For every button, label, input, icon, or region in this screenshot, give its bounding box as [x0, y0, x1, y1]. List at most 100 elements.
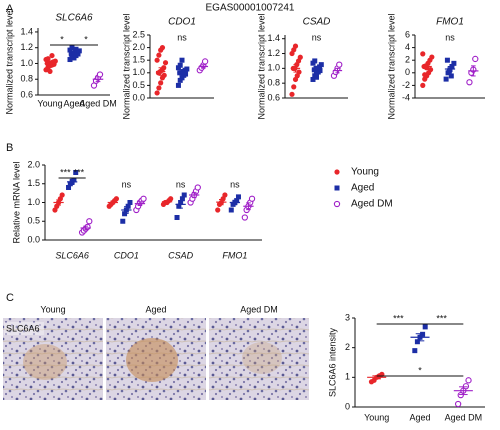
data-point: [161, 65, 167, 71]
y-axis-label: Normalized transcript level: [386, 13, 396, 119]
data-point: [177, 62, 183, 68]
y-tick-label: 1.0: [267, 63, 280, 73]
significance-label: ns: [176, 179, 186, 189]
y-axis-label: Normalized transcript level: [256, 13, 266, 119]
y-tick-label: 0.0: [132, 92, 145, 102]
data-point: [71, 177, 77, 183]
y-tick-label: 2.0: [132, 42, 145, 52]
data-point: [420, 331, 426, 337]
data-point: [179, 196, 185, 202]
significance-label: ***: [436, 313, 447, 323]
y-tick-label: 0.6: [20, 89, 33, 99]
islet: [126, 338, 178, 382]
data-point: [472, 55, 479, 63]
data-point: [175, 82, 181, 88]
legend-label: Aged: [351, 183, 374, 194]
y-axis-label: Normalized transcript level: [121, 13, 131, 119]
histology-images: SLC6A6 Young Aged Aged DM: [3, 304, 309, 400]
data-point: [291, 84, 297, 90]
y-tick-label: 1.2: [20, 42, 33, 52]
data-point: [86, 218, 93, 225]
panel-label: C: [6, 292, 14, 304]
y-tick-label: 2.5: [132, 29, 145, 39]
x-tick-label: Young: [37, 98, 62, 108]
data-point: [312, 58, 318, 64]
data-point: [292, 43, 299, 49]
y-tick-label: 1.5: [27, 178, 40, 188]
data-point: [183, 71, 189, 77]
data-point: [318, 62, 324, 68]
data-point: [446, 68, 452, 74]
y-tick-label: 1: [345, 372, 350, 382]
dataset-id: EGAS00001007241: [206, 3, 295, 14]
data-point: [465, 377, 472, 384]
y-tick-label: 1.0: [132, 67, 145, 77]
data-point: [412, 348, 418, 354]
y-tick-label: 3: [345, 312, 350, 322]
y-tick-label: 1.4: [20, 26, 33, 36]
data-point: [201, 58, 209, 65]
significance-label: *: [418, 365, 422, 375]
legend-marker: [334, 185, 340, 191]
data-point: [181, 192, 187, 198]
data-point: [451, 60, 457, 66]
data-point: [52, 58, 58, 64]
chart-title: FMO1: [436, 17, 464, 28]
data-point: [228, 207, 234, 213]
image-label: Aged: [145, 304, 166, 314]
data-point: [444, 57, 450, 63]
stain-label: SLC6A6: [6, 323, 40, 333]
data-point: [443, 76, 449, 82]
data-point: [73, 46, 79, 52]
data-point: [215, 207, 221, 213]
data-point: [174, 215, 180, 220]
data-point: [140, 195, 147, 202]
legend-marker: [333, 200, 341, 208]
chart-title: CSAD: [303, 17, 331, 28]
data-point: [176, 203, 182, 209]
y-tick-label: -4: [402, 92, 410, 102]
data-point: [168, 196, 174, 202]
x-tick-label: Young: [364, 412, 389, 422]
data-point: [235, 194, 241, 200]
data-point: [422, 324, 428, 330]
data-point: [49, 52, 55, 59]
histology-image: [209, 318, 309, 400]
image-label: Aged DM: [240, 304, 278, 314]
y-tick-label: 1.4: [267, 33, 280, 43]
data-point: [289, 91, 295, 97]
y-tick-label: -2: [402, 80, 410, 90]
data-point: [161, 72, 167, 78]
legend-marker: [334, 169, 340, 175]
data-point: [466, 79, 473, 86]
x-tick-label: Aged: [63, 98, 84, 108]
data-point: [69, 45, 75, 51]
data-point: [162, 60, 169, 66]
data-point: [429, 54, 435, 60]
y-tick-label: 0.0: [27, 234, 40, 244]
data-point: [179, 75, 185, 81]
significance-label: *: [60, 34, 64, 44]
significance-label: ***: [60, 167, 71, 177]
y-tick-label: 0.6: [267, 92, 280, 102]
data-point: [156, 85, 162, 91]
data-point: [154, 57, 160, 63]
data-point: [96, 71, 104, 78]
islet: [23, 344, 67, 380]
significance-label: ns: [122, 179, 132, 189]
data-point: [420, 51, 426, 57]
panel-label: B: [6, 142, 13, 154]
y-tick-label: 0.5: [132, 80, 145, 90]
data-point: [448, 73, 454, 79]
significance-label: ns: [445, 32, 455, 42]
chart: 0.6 0.8 1.0 1.2 1.4 SLC6A6 Normalized transcri…: [4, 8, 116, 114]
data-point: [457, 391, 464, 399]
data-point: [336, 61, 343, 68]
data-point: [184, 66, 190, 72]
data-point: [76, 48, 82, 54]
y-tick-label: 2: [405, 55, 410, 65]
y-tick-label: 4: [405, 42, 410, 52]
data-point: [310, 76, 316, 82]
